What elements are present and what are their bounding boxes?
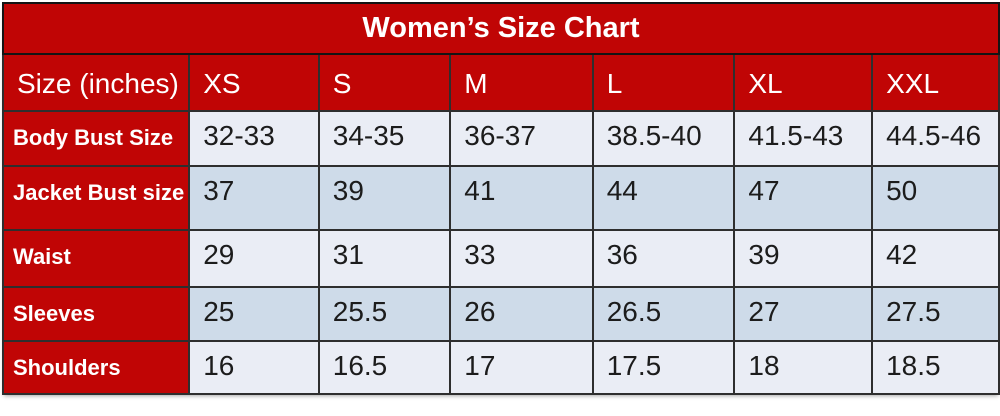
value-cell: 42	[871, 229, 1000, 288]
header-cell-size-inches: Size (inches)	[1, 53, 191, 112]
value-cell: 47	[733, 165, 874, 231]
table-row: Waist 29 31 33 36 39 42	[1, 229, 1000, 288]
value-cell: 39	[733, 229, 874, 288]
row-label-cell: Body Bust Size	[1, 110, 191, 167]
row-label-cell: Waist	[1, 229, 191, 288]
value-cell: 38.5-40	[591, 110, 736, 167]
header-cell-xxl: XXL	[871, 53, 1000, 112]
size-chart-table: Women’s Size Chart Size (inches) XS S M L XL X…	[1, 2, 1000, 395]
value-cell: 44.5-46	[871, 110, 1000, 167]
value-cell: 16.5	[317, 340, 452, 395]
header-cell-s: S	[317, 53, 452, 112]
value-cell: 44	[591, 165, 736, 231]
value-cell: 31	[317, 229, 452, 288]
row-label-cell: Shoulders	[1, 340, 191, 395]
value-cell: 41	[449, 165, 594, 231]
table-row: Sleeves 25 25.5 26 26.5 27 27.5	[1, 286, 1000, 342]
value-cell: 50	[871, 165, 1000, 231]
header-cell-l: L	[591, 53, 736, 112]
value-cell: 25.5	[317, 286, 452, 342]
value-cell: 27	[733, 286, 874, 342]
title-row: Women’s Size Chart	[2, 2, 1000, 55]
value-cell: 18.5	[871, 340, 1000, 395]
value-cell: 17.5	[591, 340, 736, 395]
value-cell: 26	[449, 286, 594, 342]
value-cell: 36	[591, 229, 736, 288]
value-cell: 18	[733, 340, 874, 395]
value-cell: 32-33	[188, 110, 320, 167]
header-row: Size (inches) XS S M L XL XXL	[1, 53, 1000, 112]
header-cell-m: M	[449, 53, 594, 112]
row-label-cell: Sleeves	[1, 286, 191, 342]
value-cell: 16	[188, 340, 320, 395]
table-row: Jacket Bust size 37 39 41 44 47 50	[1, 165, 1000, 231]
row-label-cell: Jacket Bust size	[1, 165, 191, 231]
header-cell-xs: XS	[188, 53, 320, 112]
table-row: Shoulders 16 16.5 17 17.5 18 18.5	[1, 340, 1000, 395]
table-row: Body Bust Size 32-33 34-35 36-37 38.5-40 41.5…	[1, 110, 1000, 167]
value-cell: 25	[188, 286, 320, 342]
value-cell: 33	[449, 229, 594, 288]
value-cell: 41.5-43	[733, 110, 874, 167]
value-cell: 36-37	[449, 110, 594, 167]
header-cell-xl: XL	[733, 53, 874, 112]
value-cell: 39	[317, 165, 452, 231]
value-cell: 29	[188, 229, 320, 288]
value-cell: 27.5	[871, 286, 1000, 342]
value-cell: 26.5	[591, 286, 736, 342]
chart-title: Women’s Size Chart	[2, 2, 1000, 55]
value-cell: 37	[188, 165, 320, 231]
value-cell: 17	[449, 340, 594, 395]
value-cell: 34-35	[317, 110, 452, 167]
